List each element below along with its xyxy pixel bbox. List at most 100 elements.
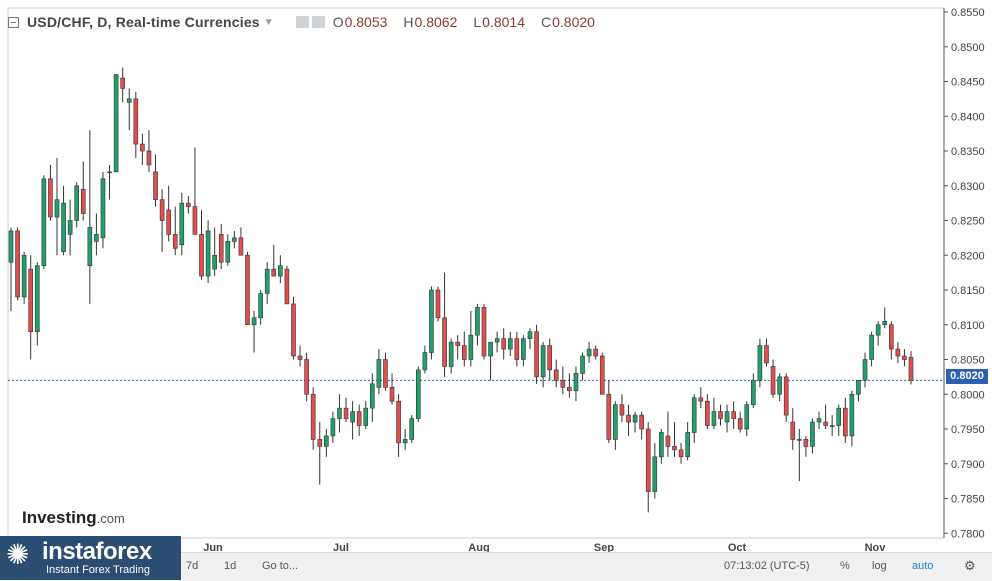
visibility-eye-icon[interactable] [295, 16, 309, 28]
candle [691, 394, 697, 443]
log-toggle[interactable]: log [872, 560, 887, 572]
candle [744, 401, 750, 436]
candle [297, 345, 303, 367]
time-axis[interactable]: Jun Jul Aug Sep Oct Nov [203, 542, 886, 554]
candle [146, 130, 152, 172]
candle [383, 352, 388, 391]
candle-body [606, 393, 612, 440]
candle [836, 404, 842, 436]
candle-body [48, 178, 53, 218]
candle [448, 338, 454, 374]
candle [245, 251, 250, 326]
candle-body [140, 143, 145, 152]
candle [225, 234, 231, 266]
candle [869, 331, 874, 367]
candle [810, 418, 815, 454]
candle-body [245, 254, 250, 326]
candle-body [212, 254, 217, 270]
y-tick-label: 0.7850 [951, 494, 985, 506]
candle-body [869, 334, 874, 360]
candle-body [258, 293, 263, 319]
candle [803, 435, 809, 457]
candle [606, 380, 612, 443]
candle [882, 307, 888, 329]
logo-name: instaforex [42, 538, 152, 565]
candle [218, 223, 224, 270]
clock-readout[interactable]: 07:13:02 (UTC-5) [724, 560, 810, 572]
candle [593, 345, 598, 360]
candle [737, 411, 743, 433]
candle-body [737, 418, 743, 430]
candle-body [54, 199, 60, 218]
candle [797, 429, 802, 482]
candle [278, 255, 283, 284]
candle [468, 310, 474, 367]
candle [376, 349, 382, 395]
candle-body [908, 357, 914, 381]
candle-body [278, 265, 283, 277]
candle [639, 411, 644, 440]
candle-body [665, 435, 671, 447]
candle-body [291, 303, 296, 357]
candle-body [632, 414, 638, 423]
candle [645, 422, 651, 513]
range-7d-button[interactable]: 7d [186, 560, 199, 572]
candle [783, 373, 789, 423]
candle-body [810, 421, 815, 447]
candle-body [639, 414, 644, 430]
candle [21, 251, 27, 304]
auto-toggle[interactable]: auto [912, 560, 934, 572]
candle-body [199, 234, 204, 277]
candle-body [100, 178, 106, 239]
candle-body [350, 411, 355, 423]
candle-body [133, 98, 139, 145]
candle-body [28, 268, 34, 332]
percent-toggle[interactable]: % [840, 560, 850, 572]
candle-body [698, 397, 704, 402]
candle [107, 164, 112, 200]
candle [54, 157, 60, 256]
candle [711, 397, 717, 429]
candle [895, 342, 901, 363]
candle [455, 335, 461, 360]
candle [94, 213, 99, 256]
range-1d-button[interactable]: 1d [224, 560, 237, 572]
candle [599, 352, 605, 395]
candle [113, 74, 119, 173]
candle [67, 199, 73, 256]
candle [764, 338, 769, 367]
candle [330, 411, 336, 443]
candle-body [626, 414, 631, 423]
collapse-toggle-icon[interactable] [8, 16, 19, 28]
candle-body [823, 421, 828, 426]
chevron-down-icon[interactable]: ▼ [263, 16, 274, 28]
candle [205, 220, 211, 284]
close-label: C [541, 14, 552, 30]
candle [80, 161, 86, 221]
candle-body [481, 307, 487, 357]
candle-body [705, 400, 710, 426]
price-axis[interactable]: 0.7800 0.7850 0.7900 0.7950 0.8000 0.8050 0.81… [944, 7, 985, 540]
candle [258, 290, 263, 325]
candle [475, 303, 480, 346]
instaforex-logo-icon: ✺ [6, 539, 30, 570]
candle-body [678, 449, 684, 458]
candle-body [461, 345, 467, 360]
candle [186, 196, 191, 214]
symbol-title[interactable]: USD/CHF, D, Real-time Currencies [27, 14, 260, 30]
candle [74, 182, 79, 228]
goto-button[interactable]: Go to... [262, 560, 299, 572]
candle [659, 429, 664, 464]
candle-body [337, 407, 342, 419]
high-value: 0.8062 [414, 14, 458, 30]
settings-gear-icon[interactable] [311, 16, 325, 28]
gear-icon[interactable]: ⚙ [964, 558, 976, 573]
candle [751, 373, 756, 409]
candle-body [271, 268, 277, 277]
candle-body [67, 220, 73, 235]
candle [481, 303, 487, 360]
candle [363, 401, 369, 429]
candle-body [652, 456, 658, 492]
candle-body [685, 432, 690, 458]
